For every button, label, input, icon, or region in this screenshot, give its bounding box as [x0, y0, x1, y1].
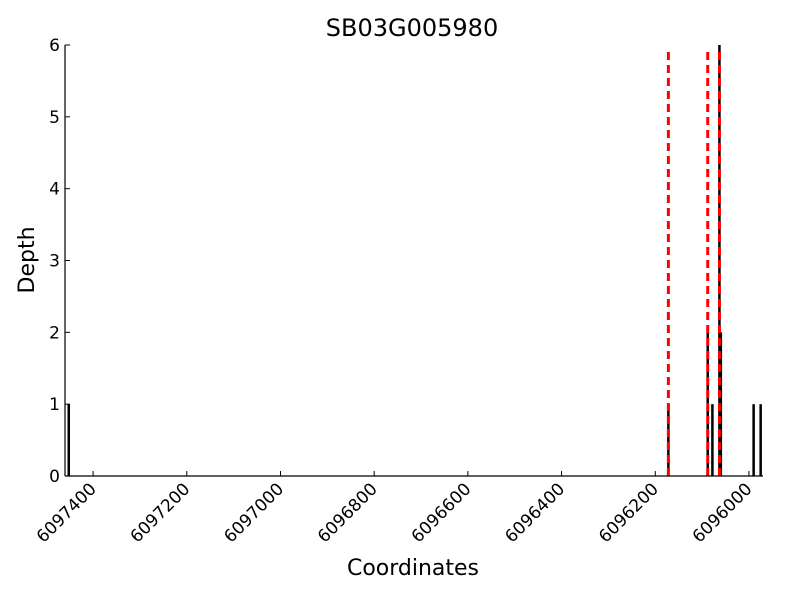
marker-lines [666, 52, 721, 476]
y-tick-label: 1 [49, 395, 60, 415]
y-tick-label: 5 [49, 108, 60, 128]
y-tick-label: 0 [49, 467, 60, 487]
depth-bar [67, 404, 70, 476]
y-axis-title: Depth [15, 226, 40, 293]
x-axis-title: Coordinates [347, 556, 479, 581]
x-tick-label: 6097000 [220, 479, 288, 547]
depth-bar [759, 404, 762, 476]
x-tick-label: 6096800 [314, 479, 382, 547]
x-tick-label: 6097400 [33, 479, 101, 547]
x-tick-label: 6096200 [595, 479, 663, 547]
depth-bar [667, 404, 670, 476]
depth-bar [711, 404, 714, 476]
y-tick-label: 4 [49, 180, 60, 200]
x-tick-label: 6097200 [127, 479, 195, 547]
y-tick-label: 3 [49, 252, 60, 272]
ticks: 0 1 2 3 4 5 6 6097400 6097200 6097000 6096800 60966… [33, 36, 757, 547]
x-tick-label: 6096600 [408, 479, 476, 547]
axes [64, 45, 763, 477]
y-tick-label: 6 [49, 36, 60, 56]
depth-bars [67, 45, 762, 476]
depth-bar [752, 404, 755, 476]
chart-title: SB03G005980 [326, 14, 498, 42]
x-tick-label: 6096000 [689, 479, 757, 547]
y-tick-label: 2 [49, 323, 60, 343]
x-tick-label: 6096400 [501, 479, 569, 547]
